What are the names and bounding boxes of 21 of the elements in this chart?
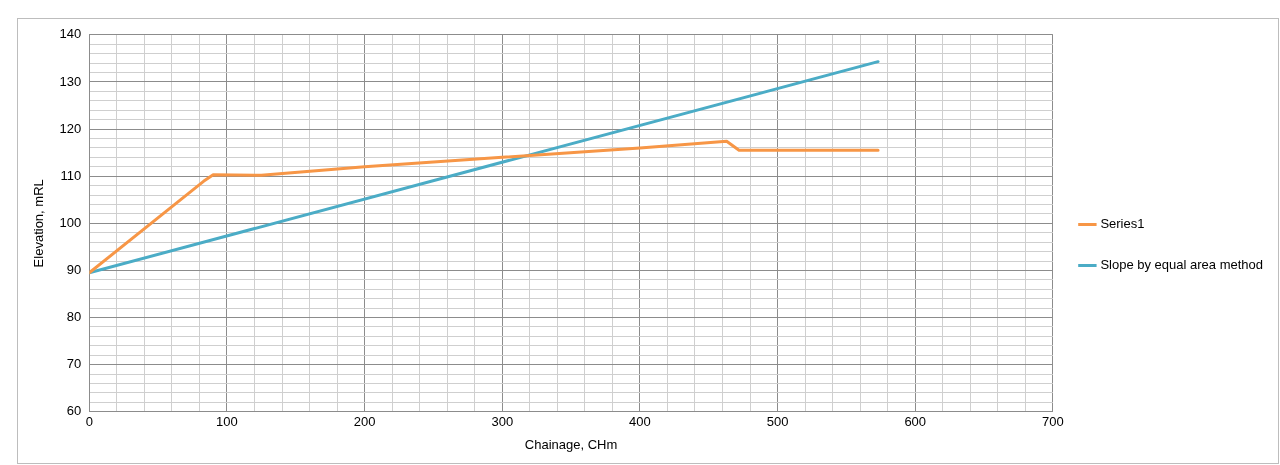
x-tick-label: 0 [85, 414, 93, 430]
y-tick-label: 130 [59, 73, 82, 89]
x-axis-title: Chainage, CHm [524, 436, 618, 452]
x-tick-label: 200 [353, 414, 376, 430]
y-tick-label: 70 [66, 356, 82, 372]
x-tick-label: 500 [766, 414, 789, 430]
x-tick-label: 300 [491, 414, 514, 430]
y-tick-label: 140 [59, 26, 82, 42]
legend-label: Series1 [1100, 216, 1145, 232]
y-tick-label: 100 [59, 214, 82, 230]
y-tick-label: 120 [59, 120, 82, 136]
y-tick-label: 60 [66, 403, 82, 419]
y-axis-title: Elevation, mRL [31, 179, 47, 268]
y-tick-label: 110 [60, 167, 82, 183]
x-tick-label: 400 [629, 414, 651, 430]
x-tick-label: 100 [216, 414, 238, 430]
x-tick-label: 600 [904, 414, 927, 430]
y-tick-label: 80 [66, 309, 82, 325]
y-tick-label: 90 [66, 262, 82, 277]
x-tick-label: 700 [1042, 414, 1064, 430]
legend-label: Slope by equal area method [1100, 257, 1264, 273]
